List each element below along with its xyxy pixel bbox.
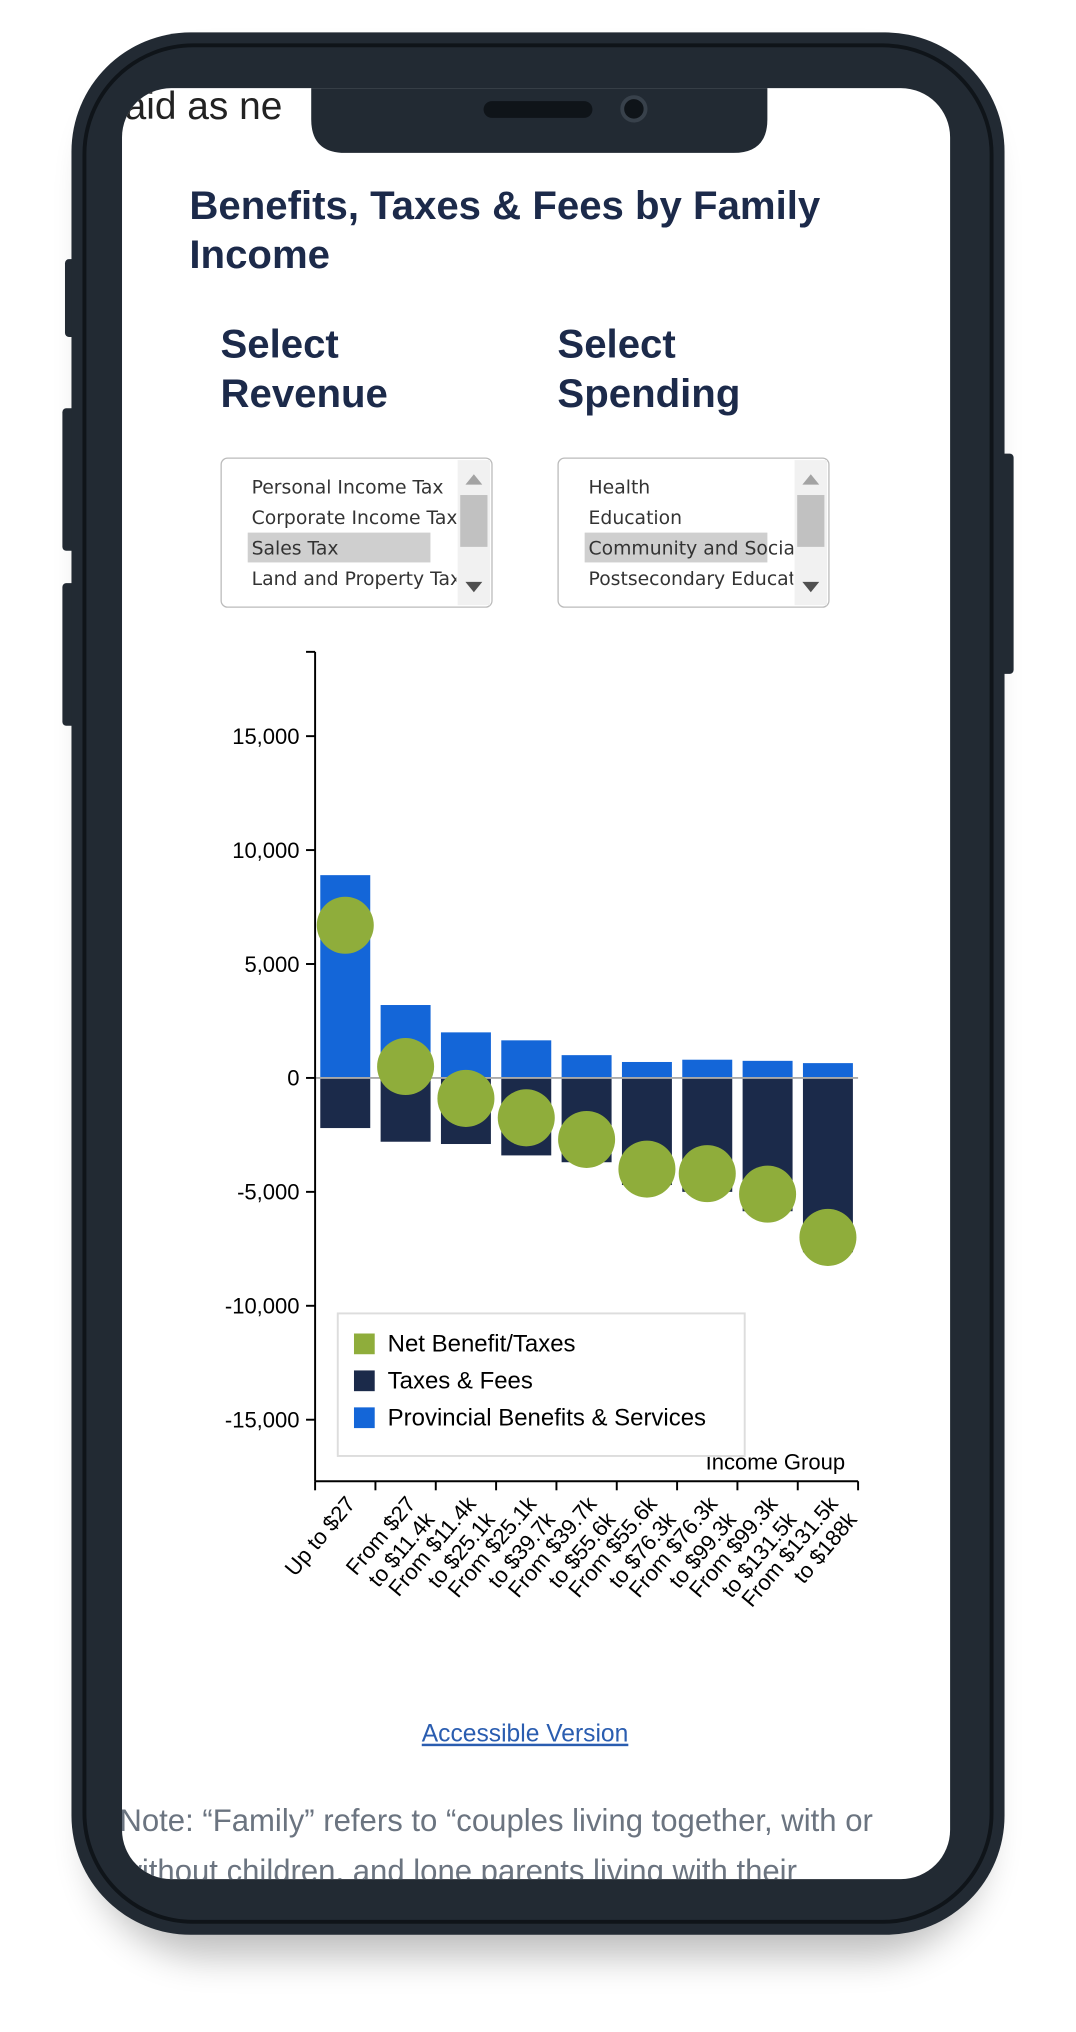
y-tick-label: -10,000 (225, 1294, 300, 1319)
bar (682, 1059, 733, 1078)
option[interactable]: Postsecondary Educat (589, 569, 796, 590)
speaker (483, 101, 593, 118)
y-tick-label: 0 (287, 1066, 299, 1091)
selected-highlight (584, 532, 768, 563)
listbox[interactable]: Personal Income Tax Corporate Income Tax S… (220, 457, 493, 608)
net-dot (558, 1110, 616, 1168)
bar (621, 1061, 672, 1078)
accessible-link[interactable]: Accessible Version (422, 1721, 629, 1748)
bar (501, 1040, 552, 1078)
scroll-down (802, 581, 820, 593)
legend-swatch (353, 1370, 375, 1392)
select-label: Select (557, 322, 675, 367)
net-dot (437, 1069, 495, 1127)
net-dot (618, 1140, 676, 1198)
scroll-up (465, 474, 483, 485)
net-dot (739, 1165, 797, 1223)
options: Health Education Community and Socia Postse… (584, 478, 796, 590)
notch (311, 88, 768, 153)
option[interactable]: Community and Socia (589, 539, 795, 560)
y-tick-label: 5,000 (244, 952, 299, 977)
option[interactable]: Land and Property Tax (252, 569, 461, 590)
option[interactable]: Sales Tax (252, 539, 339, 560)
y-tick-label: 10,000 (232, 838, 299, 863)
option[interactable]: Health (589, 478, 651, 499)
scroll-up (802, 474, 820, 485)
selected-highlight (247, 532, 431, 563)
select-label: Select (221, 322, 339, 367)
net-dot (377, 1038, 435, 1096)
net-dot (799, 1208, 857, 1266)
legend-label: Taxes & Fees (388, 1368, 533, 1395)
select-label: Spending (557, 371, 740, 416)
legend-swatch (353, 1407, 375, 1429)
option[interactable]: Corporate Income Tax (252, 508, 458, 529)
legend-box (336, 1312, 746, 1457)
title: Income (189, 232, 330, 277)
legend-label: Provincial Benefits & Services (388, 1405, 706, 1432)
scrollbar-thumb (460, 495, 488, 547)
legend-swatch (353, 1333, 375, 1355)
option[interactable]: Education (589, 508, 683, 529)
title: Benefits, Taxes & Fees by Family (189, 183, 821, 228)
bar (802, 1063, 853, 1078)
bar (742, 1060, 793, 1078)
net-dot (497, 1089, 555, 1147)
net-dot (316, 896, 374, 954)
frame-edge (82, 43, 994, 1924)
note-line: Note: “Family” refers to “couples living… (119, 1803, 872, 1838)
select-label: Revenue (221, 371, 388, 416)
options: Personal Income Tax Corporate Income Tax S… (247, 478, 461, 590)
y-tick-label: -15,000 (225, 1407, 300, 1432)
option[interactable]: Personal Income Tax (252, 478, 444, 499)
y-tick-label: 15,000 (232, 724, 299, 749)
note-line: without children, and lone parents livin… (118, 1854, 797, 1889)
listbox[interactable]: Health Education Community and Socia Postse… (557, 457, 830, 608)
bar (320, 1077, 371, 1129)
scrollbar-thumb (797, 495, 825, 547)
net-dot (678, 1145, 736, 1203)
bar (561, 1055, 612, 1078)
legend-label: Net Benefit/Taxes (388, 1331, 576, 1358)
scroll-down (465, 581, 483, 593)
y-tick-label: -5,000 (237, 1180, 299, 1205)
camera (620, 95, 648, 123)
top-fragment: aid as ne (125, 85, 283, 128)
